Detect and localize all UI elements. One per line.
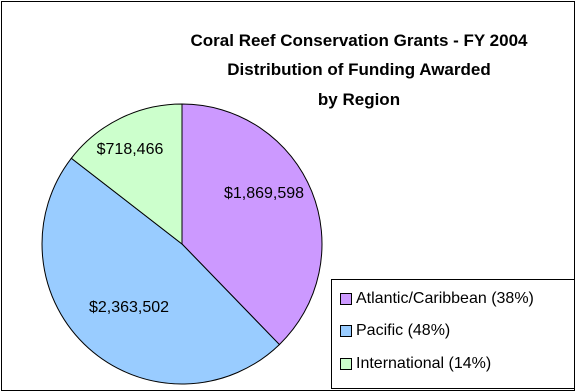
legend-item-pacific: Pacific (48%) (340, 322, 450, 340)
legend-swatch-atlantic-caribbean (340, 293, 352, 305)
chart-title-line-1: Coral Reef Conservation Grants - FY 2004 (191, 31, 529, 50)
pie-slice-atlantic-caribbean (181, 103, 323, 346)
legend-item-international: International (14%) (340, 355, 491, 373)
legend-label-international: International (14%) (356, 355, 492, 372)
slice-value-label-international: $718,466 (97, 141, 164, 158)
legend-item-atlantic-caribbean: Atlantic/Caribbean (38%) (340, 290, 534, 308)
legend-label-pacific: Pacific (48%) (356, 322, 451, 339)
pie-slice-international (70, 103, 183, 246)
legend-label-atlantic-caribbean: Atlantic/Caribbean (38%) (356, 290, 534, 307)
slice-value-label-atlantic-caribbean: $1,869,598 (224, 185, 304, 202)
slice-value-label-pacific: $2,363,502 (89, 299, 169, 316)
pie-slice-labels: $1,869,598 $2,363,502 $718,466 (89, 141, 304, 316)
pie-slice-pacific (41, 157, 281, 385)
chart-title: Coral Reef Conservation Grants - FY 2004… (191, 31, 529, 109)
legend-swatch-international (340, 358, 352, 370)
legend-swatch-pacific (340, 325, 352, 337)
chart-title-line-2: Distribution of Funding Awarded (227, 60, 490, 79)
pie-slices (41, 103, 323, 385)
legend: Atlantic/Caribbean (38%) Pacific (48%) I… (331, 279, 575, 389)
chart-title-line-3: by Region (318, 90, 400, 109)
